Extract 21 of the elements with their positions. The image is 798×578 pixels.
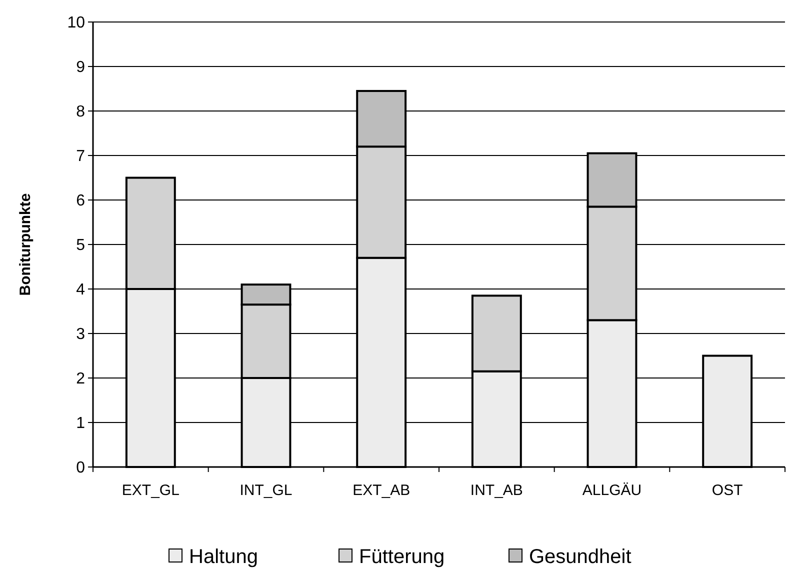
y-tick-label: 9: [76, 59, 86, 76]
x-tick-label: ALLGÄU: [582, 482, 642, 499]
y-tick-label: 8: [76, 104, 86, 121]
legend-label: Haltung: [189, 546, 258, 568]
y-tick-label: 0: [76, 460, 86, 477]
x-tick-label: INT_GL: [240, 482, 292, 499]
legend-label: Gesundheit: [529, 546, 632, 568]
x-tick-label: OST: [712, 482, 743, 499]
x-tick-label: EXT_GL: [122, 482, 180, 499]
y-tick-label: 10: [67, 14, 86, 32]
y-tick-label: 3: [76, 326, 86, 344]
y-tick-label: 5: [76, 237, 86, 254]
y-tick-label: 6: [76, 192, 86, 210]
legend-label: Fütterung: [359, 546, 445, 568]
y-axis-title: Boniturpunkte: [17, 193, 34, 296]
y-tick-label: 7: [76, 148, 86, 166]
y-tick-label: 1: [76, 415, 86, 432]
x-tick-label: INT_AB: [470, 482, 523, 499]
y-tick-label: 2: [76, 370, 86, 388]
x-tick-label: EXT_AB: [352, 482, 410, 499]
y-tick-label: 4: [76, 282, 86, 299]
